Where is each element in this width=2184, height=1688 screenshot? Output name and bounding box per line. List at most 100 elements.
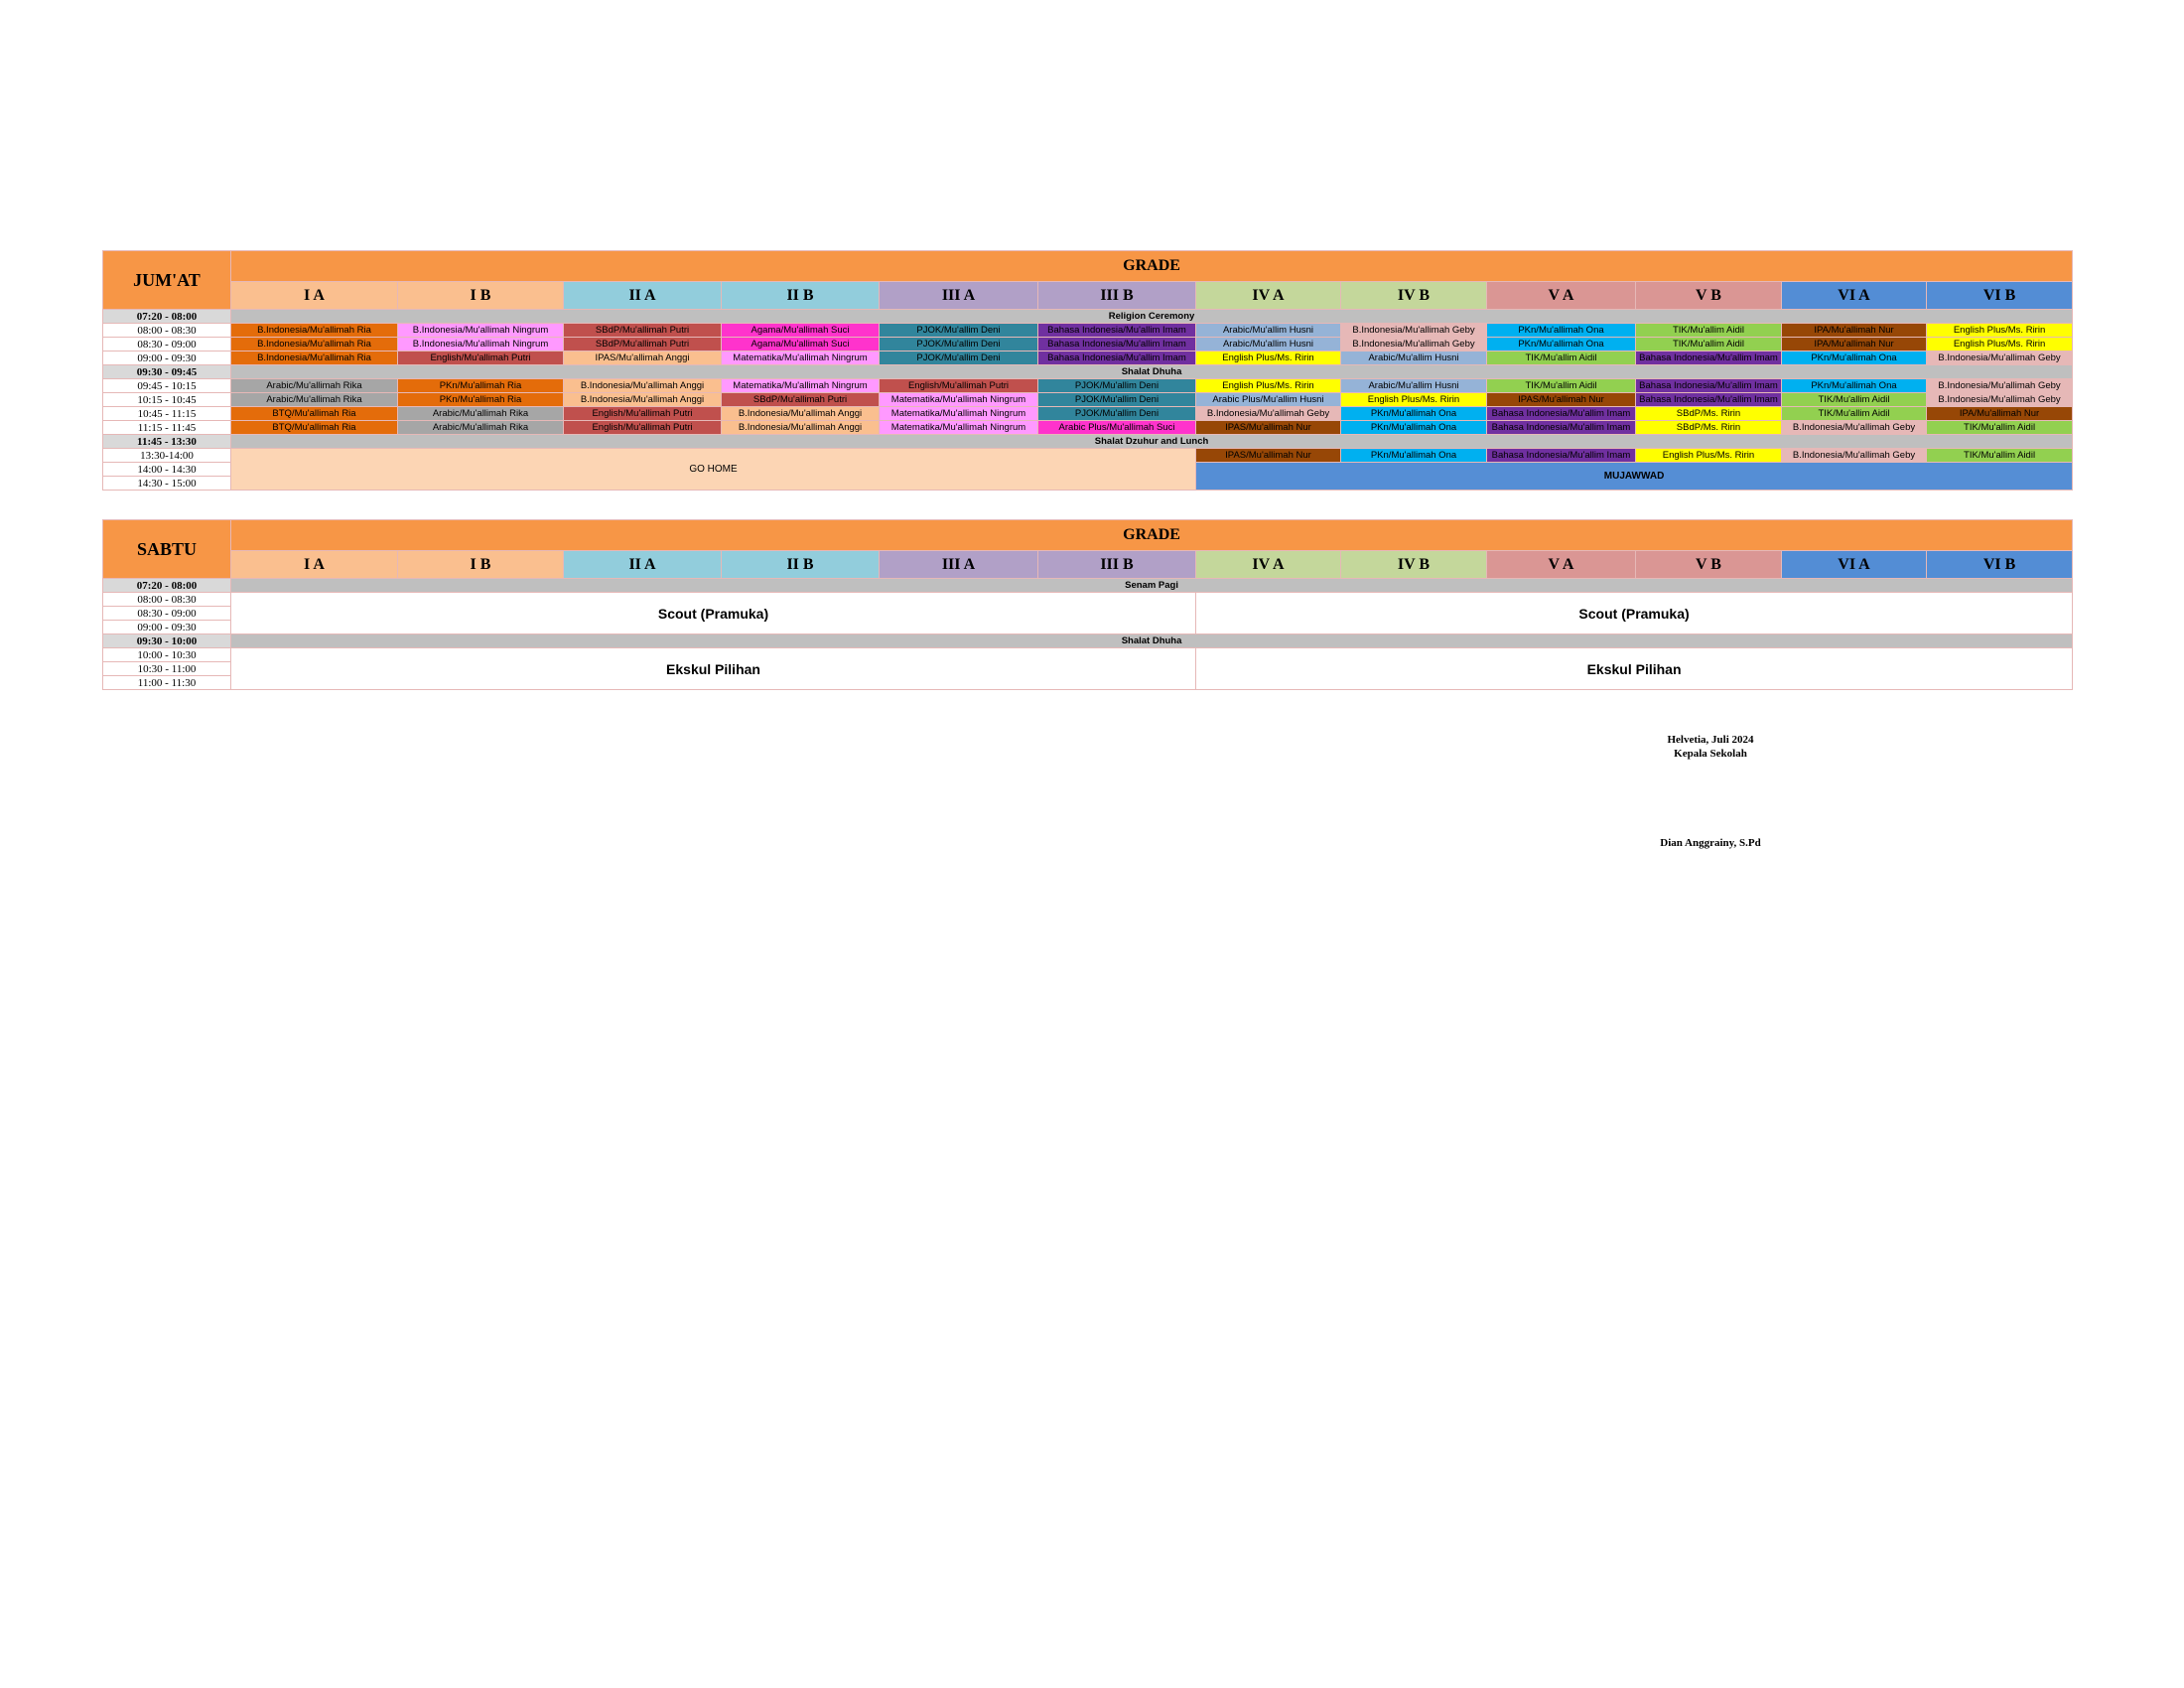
break-event: Religion Ceremony <box>229 309 2074 324</box>
lesson: B.Indonesia/Mu'allimah Geby <box>1340 323 1487 338</box>
lesson: Arabic/Mu'allim Husni <box>1340 351 1487 365</box>
lesson: PKn/Mu'allimah Ona <box>1781 378 1927 393</box>
activity: Scout (Pramuka) <box>1194 592 2074 634</box>
lesson: English/Mu'allimah Putri <box>397 351 564 365</box>
lesson-row: 10:30 - 11:00 <box>102 661 2073 676</box>
time: 10:00 - 10:30 <box>102 647 231 662</box>
lesson: PKn/Mu'allimah Ona <box>1340 420 1487 435</box>
lesson: B.Indonesia/Mu'allimah Geby <box>1195 406 1341 421</box>
lesson: B.Indonesia/Mu'allimah Geby <box>1781 420 1927 435</box>
lesson: B.Indonesia/Mu'allimah Anggi <box>721 406 880 421</box>
time: 10:45 - 11:15 <box>102 406 231 421</box>
lesson: PKn/Mu'allimah Ona <box>1340 448 1487 463</box>
time: 09:30 - 10:00 <box>102 633 231 648</box>
mujawwad: MUJAWWAD <box>1194 462 2074 491</box>
lesson: B.Indonesia/Mu'allimah Geby <box>1340 337 1487 352</box>
lesson: PJOK/Mu'allim Deni <box>879 351 1038 365</box>
position: Kepala Sekolah <box>1674 748 1747 760</box>
class-label: III B <box>1037 281 1196 310</box>
lesson: PJOK/Mu'allim Deni <box>1037 406 1196 421</box>
lesson-row: 09:00 - 09:30 B.Indonesia/Mu'allimah Ria E… <box>102 351 2074 365</box>
class-label: V B <box>1635 281 1782 310</box>
class-label: VI A <box>1781 281 1927 310</box>
grade-label: GRADE <box>229 250 2074 282</box>
lesson-row: 09:00 - 09:30 <box>102 620 2073 634</box>
lesson: Arabic/Mu'allim Husni <box>1195 337 1341 352</box>
lesson: Arabic/Mu'allimah Rika <box>397 406 564 421</box>
class-label: III B <box>1037 550 1196 579</box>
break-event: Senam Pagi <box>229 578 2074 593</box>
class-label: III A <box>879 281 1038 310</box>
class-label: IV A <box>1195 550 1341 579</box>
day-label: JUM'AT <box>102 250 231 310</box>
lesson: TIK/Mu'allim Aidil <box>1925 420 2074 435</box>
time: 08:00 - 08:30 <box>102 323 231 338</box>
lesson: TIK/Mu'allim Aidil <box>1635 337 1782 352</box>
lesson: TIK/Mu'allim Aidil <box>1781 406 1927 421</box>
lesson: English Plus/Ms. Ririn <box>1195 378 1341 393</box>
lesson: Bahasa Indonesia/Mu'allim Imam <box>1635 378 1782 393</box>
time: 10:15 - 10:45 <box>102 392 231 407</box>
lesson: IPAS/Mu'allimah Nur <box>1195 420 1341 435</box>
lesson: Matematika/Mu'allimah Ningrum <box>879 392 1038 407</box>
lesson: Arabic/Mu'allimah Rika <box>397 420 564 435</box>
lesson: TIK/Mu'allim Aidil <box>1486 351 1636 365</box>
lesson: IPA/Mu'allimah Nur <box>1925 406 2074 421</box>
lesson: B.Indonesia/Mu'allimah Geby <box>1781 448 1927 463</box>
lesson: Bahasa Indonesia/Mu'allim Imam <box>1486 420 1636 435</box>
lesson: English Plus/Ms. Ririn <box>1925 323 2074 338</box>
lesson: PKn/Mu'allimah Ria <box>397 378 564 393</box>
lesson: Arabic/Mu'allim Husni <box>1340 378 1487 393</box>
time: 09:00 - 09:30 <box>102 620 231 634</box>
signatory: Dian Anggrainy, S.Pd <box>1660 837 1761 849</box>
lesson: Bahasa Indonesia/Mu'allim Imam <box>1486 448 1636 463</box>
break-event: Shalat Dhuha <box>229 633 2074 648</box>
lesson: SBdP/Mu'allimah Putri <box>563 337 722 352</box>
lesson: BTQ/Mu'allimah Ria <box>230 420 398 435</box>
break-row: 11:45 - 13:30 Shalat Dzuhur and Lunch <box>102 434 2074 449</box>
break-row: 09:30 - 10:00 Shalat Dhuha <box>102 633 2074 648</box>
class-label: III A <box>879 550 1038 579</box>
lesson: PKn/Mu'allimah Ona <box>1781 351 1927 365</box>
class-label: V A <box>1486 550 1636 579</box>
lesson: TIK/Mu'allim Aidil <box>1635 323 1782 338</box>
time: 11:00 - 11:30 <box>102 675 231 690</box>
lesson: IPAS/Mu'allimah Anggi <box>563 351 722 365</box>
lesson: English Plus/Ms. Ririn <box>1340 392 1487 407</box>
lesson-row: 10:45 - 11:15 BTQ/Mu'allimah Ria Arabic/Mu… <box>102 406 2074 421</box>
time: 08:30 - 09:00 <box>102 337 231 352</box>
lesson: B.Indonesia/Mu'allimah Anggi <box>563 392 722 407</box>
lesson: English/Mu'allimah Putri <box>563 420 722 435</box>
class-label: II A <box>563 281 722 310</box>
lesson-row: 14:30 - 15:00 <box>102 476 2073 491</box>
class-label: VI B <box>1925 281 2074 310</box>
lesson: Matematika/Mu'allimah Ningrum <box>879 420 1038 435</box>
time: 07:20 - 08:00 <box>102 578 231 593</box>
lesson: PJOK/Mu'allim Deni <box>879 323 1038 338</box>
lesson: PKn/Mu'allimah Ona <box>1340 406 1487 421</box>
time: 10:30 - 11:00 <box>102 661 231 676</box>
lesson: IPA/Mu'allimah Nur <box>1781 337 1927 352</box>
class-label: V B <box>1635 550 1782 579</box>
time: 14:00 - 14:30 <box>102 462 231 477</box>
lesson: SBdP/Ms. Ririn <box>1635 420 1782 435</box>
class-label: I B <box>397 281 564 310</box>
class-label: II B <box>721 550 880 579</box>
lesson: Arabic Plus/Mu'allimah Suci <box>1037 420 1196 435</box>
lesson: SBdP/Mu'allimah Putri <box>563 323 722 338</box>
class-label: VI B <box>1925 550 2074 579</box>
day-label: SABTU <box>102 519 231 579</box>
lesson: PJOK/Mu'allim Deni <box>1037 378 1196 393</box>
time: 11:45 - 13:30 <box>102 434 231 449</box>
time: 09:45 - 10:15 <box>102 378 231 393</box>
lesson: Matematika/Mu'allimah Ningrum <box>721 378 880 393</box>
class-label: VI A <box>1781 550 1927 579</box>
lesson-row: 09:45 - 10:15 Arabic/Mu'allimah Rika PKn/M… <box>102 378 2074 393</box>
lesson-row: 10:00 - 10:30 Ekskul Pilihan Ekskul Piliha… <box>102 647 2074 690</box>
lesson: English Plus/Ms. Ririn <box>1635 448 1782 463</box>
lesson-row: 10:15 - 10:45 Arabic/Mu'allimah Rika PKn/M… <box>102 392 2074 407</box>
lesson: Bahasa Indonesia/Mu'allim Imam <box>1037 351 1196 365</box>
lesson: B.Indonesia/Mu'allimah Geby <box>1925 378 2074 393</box>
